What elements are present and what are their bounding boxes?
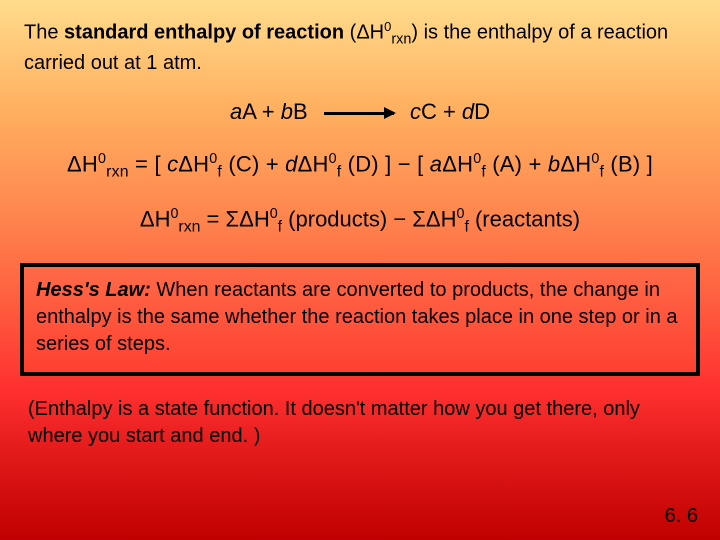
eq1-sup: 0 [98, 151, 106, 167]
intro-subrxn: rxn [391, 32, 411, 48]
eq1-Hf3: H [457, 151, 473, 176]
eq1-open2: [ [417, 151, 430, 176]
delta-icon: Δ [356, 22, 369, 44]
eq1-open1: [ [154, 151, 167, 176]
eq1-eq: = [129, 151, 155, 176]
intro-H: H [370, 22, 384, 44]
eq1-A: (A) [486, 151, 522, 176]
intro-mid1: ( [344, 22, 356, 44]
eq1-B: (B) [604, 151, 640, 176]
page-number: 6. 6 [665, 505, 698, 528]
delta-icon: Δ [178, 151, 193, 176]
sigma-icon: Σ [226, 206, 240, 231]
reaction-arrow-icon [324, 112, 394, 115]
delta-icon: Δ [298, 151, 313, 176]
delta-icon: Δ [239, 206, 254, 231]
delta-icon: Δ [67, 151, 82, 176]
eq1-sup2: 0 [329, 151, 337, 167]
sigma-icon: Σ [412, 206, 426, 231]
eq2-minus: − [387, 206, 412, 231]
eq2-sup1: 0 [270, 206, 278, 222]
coef-a: a [230, 99, 242, 124]
delta-icon: Δ [426, 206, 441, 231]
eq1-dd: d [285, 151, 297, 176]
eq1-Hf2: H [313, 151, 329, 176]
coef-c: c [410, 99, 421, 124]
eq1-a: a [430, 151, 442, 176]
intro-bold: standard enthalpy of reaction [64, 22, 344, 44]
eq1-b: b [548, 151, 560, 176]
eq2-rxn: rxn [178, 219, 200, 236]
eq1-plus2: + [522, 151, 548, 176]
intro-prefix: The [24, 22, 64, 44]
delta-icon: Δ [140, 206, 155, 231]
eq1-H: H [82, 151, 98, 176]
eq2-products: (products) [282, 206, 387, 231]
coef-d: d [462, 99, 474, 124]
coef-b: b [281, 99, 293, 124]
eq1-plus1: + [259, 151, 285, 176]
hess-title: Hess's Law: [36, 279, 151, 301]
eq1-c: c [167, 151, 178, 176]
eq2-H2: H [254, 206, 270, 231]
reaction-equation: aA + bB cC + dD [24, 99, 696, 125]
eq1-sup4: 0 [591, 151, 599, 167]
eq1-close1: ] [379, 151, 398, 176]
delta-icon: Δ [560, 151, 575, 176]
state-function-note: (Enthalpy is a state function. It doesn'… [28, 396, 692, 450]
eq1-Hf4: H [575, 151, 591, 176]
eq2-eq: = [200, 206, 225, 231]
eq2-H: H [155, 206, 171, 231]
eq2-reactants: (reactants) [469, 206, 580, 231]
enthalpy-equation-1: ΔH0rxn = [ cΔH0f (C) + dΔH0f (D) ] − [ a… [24, 151, 696, 182]
eq1-Hf1: H [193, 151, 209, 176]
eq1-C: (C) [222, 151, 259, 176]
eq1-close2: ] [640, 151, 653, 176]
eq1-D: (D) [341, 151, 378, 176]
species-C: C + [421, 99, 462, 124]
species-D: D [474, 99, 490, 124]
enthalpy-equation-2: ΔH0rxn = ΣΔH0f (products) − ΣΔH0f (react… [24, 206, 696, 237]
species-B: B [293, 99, 308, 124]
eq1-minus: − [398, 151, 417, 176]
eq2-H3: H [441, 206, 457, 231]
intro-text: The standard enthalpy of reaction (ΔH0rx… [24, 18, 696, 77]
eq1-rxn: rxn [106, 164, 129, 181]
species-A: A + [242, 99, 281, 124]
delta-icon: Δ [442, 151, 457, 176]
hess-law-box: Hess's Law: When reactants are converted… [20, 263, 700, 376]
